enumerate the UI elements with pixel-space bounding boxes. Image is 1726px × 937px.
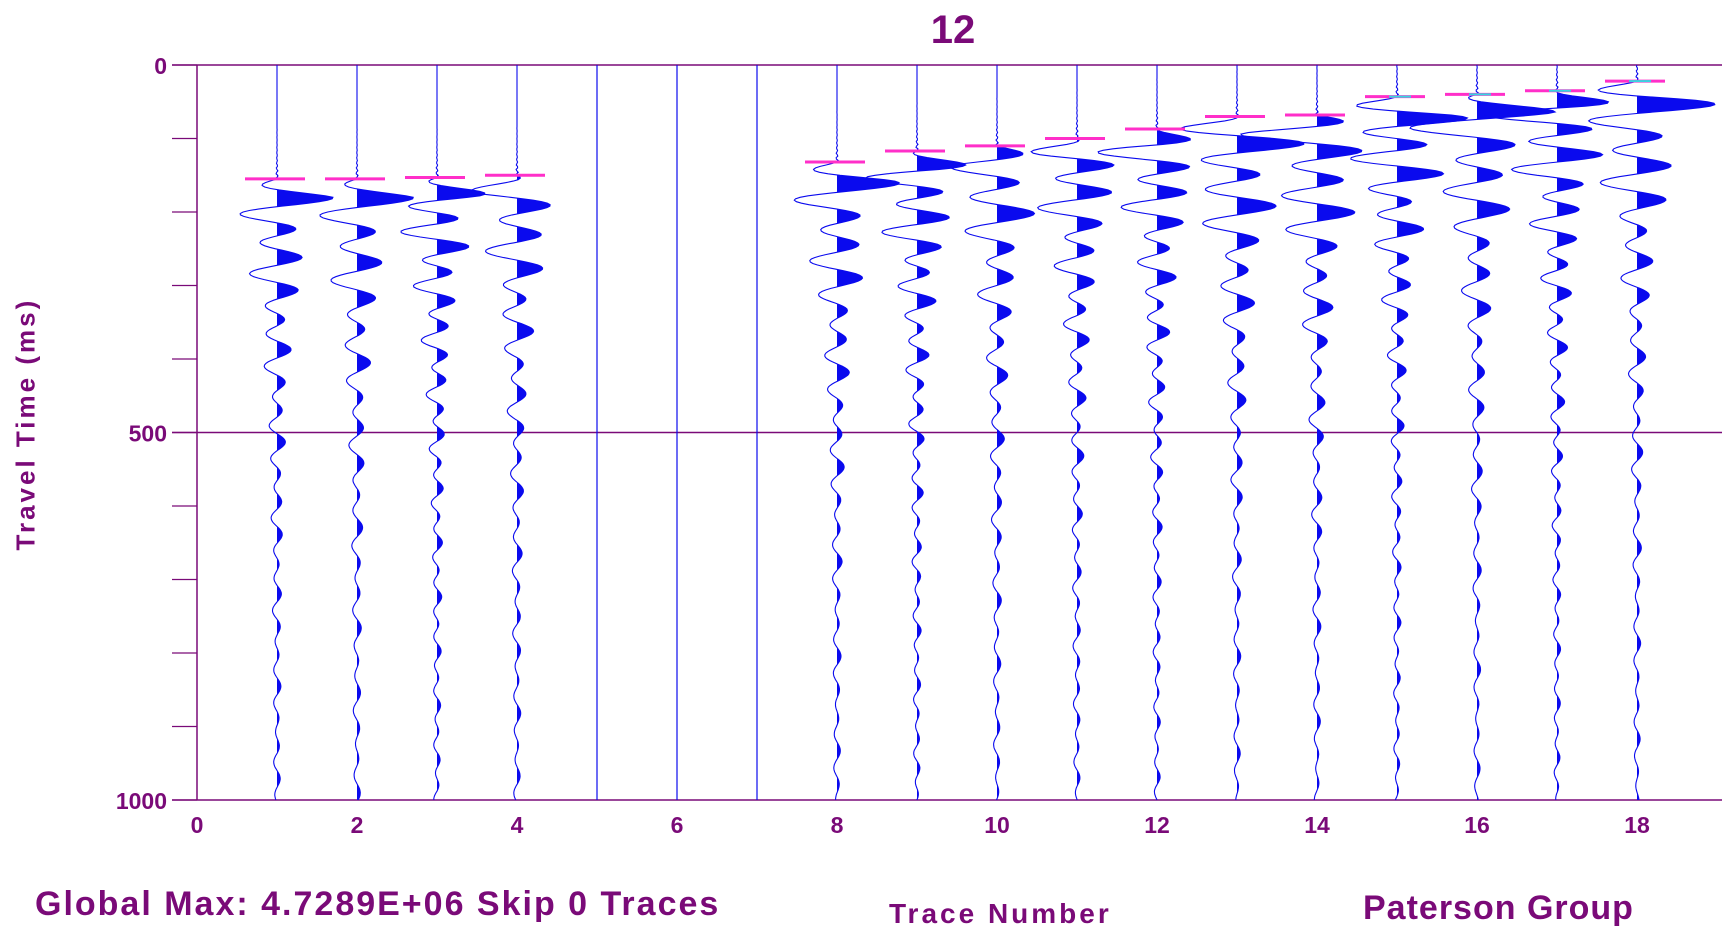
global-max-text: Global Max: 4.7289E+06 Skip 0 Traces xyxy=(35,885,721,923)
picks-layer xyxy=(245,79,1665,181)
trace-line xyxy=(400,65,486,801)
trace-line xyxy=(1097,65,1191,801)
trace-line xyxy=(1483,64,1610,801)
trace-line xyxy=(793,65,900,800)
trace-4 xyxy=(471,65,551,801)
trace-line xyxy=(1030,65,1115,801)
trace-2 xyxy=(319,65,414,801)
y-tick-label: 0 xyxy=(154,53,167,79)
trace-12 xyxy=(1097,65,1191,801)
y-axis-label: Travel Time (ms) xyxy=(10,297,41,551)
y-tick-label: 500 xyxy=(129,421,167,447)
trace-line xyxy=(1587,64,1716,801)
trace-14 xyxy=(1239,65,1363,801)
x-tick-label: 2 xyxy=(351,812,364,838)
plot-grid xyxy=(172,64,1722,801)
chart-title: 12 xyxy=(930,8,976,52)
y-tick-label: 1000 xyxy=(116,788,167,814)
trace-8 xyxy=(793,65,900,800)
trace-fill xyxy=(1157,65,1191,800)
trace-line xyxy=(1179,65,1305,801)
trace-fill xyxy=(1317,65,1362,800)
trace-9 xyxy=(864,65,967,801)
trace-11 xyxy=(1030,65,1115,801)
trace-line xyxy=(239,65,334,801)
trace-fill xyxy=(1237,65,1304,800)
trace-15 xyxy=(1350,64,1469,801)
trace-17 xyxy=(1483,64,1610,801)
trace-fill xyxy=(917,65,966,800)
axis-layer: 0 500 1000 0 2 4 6 8 10 12 14 16 18 xyxy=(116,53,1650,838)
trace-line xyxy=(1350,64,1469,801)
x-tick-label: 6 xyxy=(671,812,684,838)
x-tick-label: 14 xyxy=(1304,812,1330,838)
trace-fill xyxy=(437,65,485,800)
trace-3 xyxy=(400,65,486,801)
trace-fill xyxy=(997,65,1035,800)
x-tick-label: 12 xyxy=(1144,812,1170,838)
trace-1 xyxy=(239,65,334,801)
trace-line xyxy=(471,65,551,801)
x-axis-label: Trace Number xyxy=(889,898,1112,929)
x-tick-label: 8 xyxy=(831,812,844,838)
trace-fill xyxy=(1077,65,1114,800)
trace-fill xyxy=(1637,65,1715,800)
trace-line xyxy=(1239,65,1363,801)
traces-layer xyxy=(239,64,1716,801)
trace-13 xyxy=(1179,65,1305,801)
trace-16 xyxy=(1409,64,1557,801)
x-tick-label: 16 xyxy=(1464,812,1490,838)
trace-line xyxy=(1409,64,1557,801)
trace-10 xyxy=(950,65,1036,801)
trace-18 xyxy=(1587,64,1716,801)
x-tick-label: 0 xyxy=(191,812,204,838)
trace-line xyxy=(319,65,414,801)
x-tick-label: 4 xyxy=(511,812,524,838)
x-tick-label: 18 xyxy=(1624,812,1650,838)
trace-line xyxy=(950,65,1036,801)
x-tick-label: 10 xyxy=(984,812,1010,838)
company-name: Paterson Group xyxy=(1363,889,1634,927)
trace-line xyxy=(864,65,967,801)
